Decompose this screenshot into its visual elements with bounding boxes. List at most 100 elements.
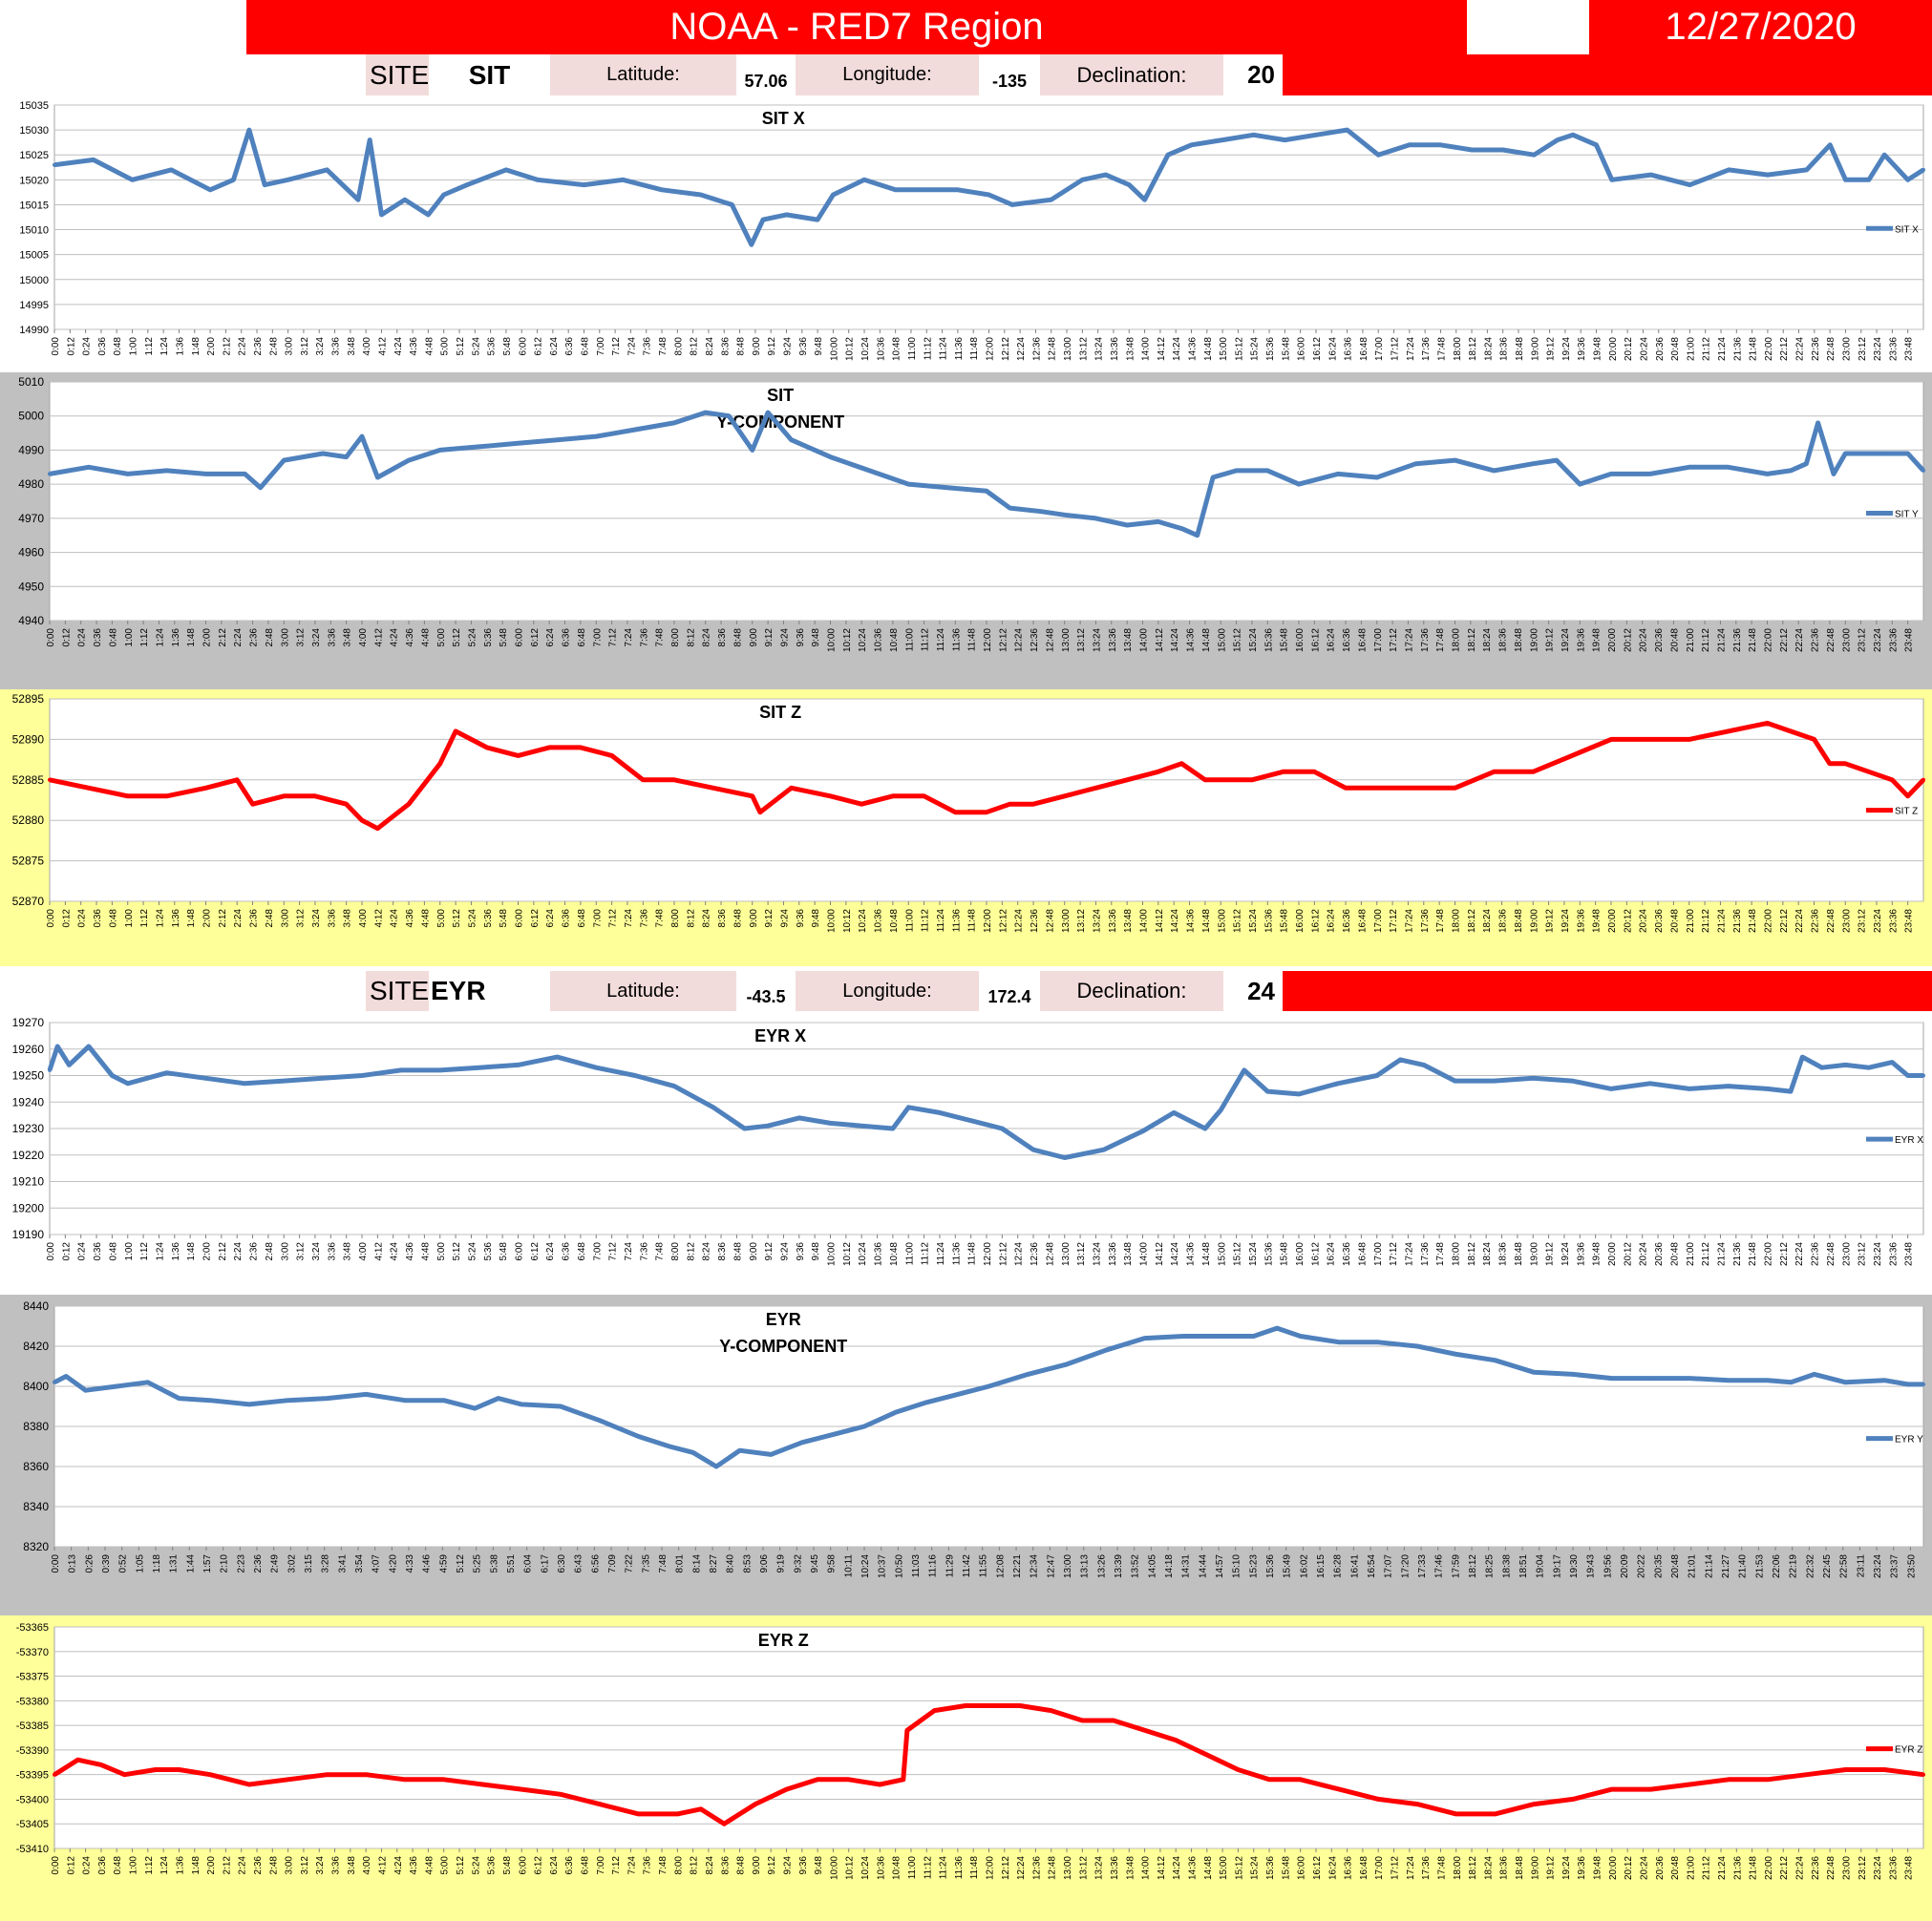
x-tick-label: 18:00 — [1453, 337, 1463, 361]
data-point — [1921, 1382, 1925, 1386]
x-tick-label: 4:48 — [420, 628, 431, 647]
x-tick-label: 14:48 — [1201, 909, 1212, 933]
x-tick-label: 0:00 — [46, 909, 56, 928]
x-tick-label: 0:00 — [46, 628, 56, 647]
x-tick-label: 23:24 — [1873, 1856, 1883, 1880]
data-point — [1337, 1787, 1342, 1792]
x-tick-label: 1:24 — [159, 337, 170, 356]
x-tick-label: 0:48 — [113, 1856, 123, 1875]
x-tick-label: 20:48 — [1669, 1242, 1680, 1266]
data-point — [1335, 472, 1340, 476]
x-tick-label: 0:24 — [77, 909, 88, 928]
x-tick-label: 17:24 — [1406, 337, 1416, 361]
latitude-label: Latitude: — [550, 54, 736, 95]
x-tick-label: 11:29 — [945, 1554, 955, 1578]
x-tick-label: 10:00 — [827, 628, 838, 652]
x-tick-label: 14:12 — [1157, 337, 1167, 361]
x-tick-label: 13:24 — [1092, 909, 1102, 933]
x-tick-label: 2:36 — [253, 1856, 264, 1875]
x-tick-label: 18:38 — [1501, 1554, 1512, 1578]
data-point — [1890, 1060, 1895, 1065]
x-tick-label: 2:00 — [206, 337, 217, 356]
data-point — [208, 187, 213, 192]
x-tick-label: 11:00 — [907, 1856, 918, 1880]
data-point — [426, 212, 431, 217]
x-tick-label: 21:48 — [1749, 1856, 1759, 1880]
x-tick-label: 18:25 — [1485, 1554, 1496, 1578]
x-tick-label: 8:36 — [717, 909, 728, 928]
x-tick-label: 18:48 — [1515, 337, 1525, 361]
data-point — [985, 489, 988, 494]
x-tick-label: 20:00 — [1607, 909, 1618, 933]
data-point — [816, 1777, 820, 1782]
data-point — [53, 162, 56, 167]
x-tick-label: 20:24 — [1639, 1856, 1649, 1880]
data-point — [831, 193, 836, 197]
data-point — [846, 1777, 851, 1782]
x-tick-label: 1:12 — [144, 337, 155, 356]
data-point — [924, 187, 929, 192]
x-tick-label: 11:00 — [904, 909, 915, 933]
data-point — [1374, 1073, 1379, 1078]
x-tick-label: 1:31 — [169, 1554, 180, 1573]
x-tick-label: 20:24 — [1639, 337, 1649, 361]
x-tick-label: 15:23 — [1248, 1554, 1259, 1578]
y-tick-label: 52870 — [12, 895, 45, 908]
x-tick-label: 13:24 — [1094, 337, 1105, 361]
x-tick-label: 8:24 — [702, 1242, 712, 1261]
data-point — [660, 187, 664, 192]
x-tick-label: 13:00 — [1061, 909, 1072, 933]
y-tick-label: -53365 — [16, 1622, 49, 1634]
data-point — [968, 1118, 973, 1123]
x-tick-label: 17:20 — [1400, 1554, 1411, 1578]
data-point — [1093, 786, 1098, 791]
x-tick-label: 21:12 — [1701, 909, 1711, 933]
x-tick-label: 21:24 — [1716, 909, 1727, 933]
y-tick-label: 4950 — [18, 580, 44, 593]
x-tick-label: 0:36 — [97, 337, 108, 356]
x-tick-label: 15:24 — [1248, 909, 1259, 933]
x-tick-label: 22:36 — [1811, 1856, 1821, 1880]
x-tick-label: 9:12 — [764, 628, 775, 647]
x-tick-label: 8:48 — [732, 909, 743, 928]
x-tick-label: 4:33 — [405, 1554, 415, 1573]
x-tick-label: 1:00 — [124, 909, 135, 928]
x-tick-label: 21:27 — [1721, 1554, 1731, 1578]
y-tick-label: -53400 — [16, 1794, 49, 1805]
data-point — [1438, 142, 1443, 147]
data-point — [246, 128, 251, 133]
x-tick-label: 8:40 — [726, 1554, 736, 1573]
x-tick-label: 21:12 — [1702, 337, 1712, 361]
data-point — [987, 1703, 991, 1708]
x-tick-label: 5:00 — [436, 628, 447, 647]
x-tick-label: 15:36 — [1263, 909, 1274, 933]
data-point — [465, 182, 470, 187]
data-point — [828, 1121, 833, 1126]
x-tick-label: 3:36 — [327, 628, 337, 647]
x-tick-label: 10:48 — [892, 337, 902, 361]
x-tick-label: 17:48 — [1436, 337, 1447, 361]
y-tick-label: 8340 — [23, 1500, 49, 1513]
x-tick-label: 2:12 — [218, 1242, 228, 1261]
y-tick-label: 4980 — [18, 477, 44, 491]
x-tick-label: 9:12 — [767, 1856, 777, 1875]
x-tick-label: 18:51 — [1518, 1554, 1529, 1578]
y-tick-label: 4940 — [18, 614, 44, 627]
x-tick-label: 17:36 — [1421, 1856, 1432, 1880]
data-point — [922, 793, 926, 798]
x-tick-label: 16:48 — [1357, 628, 1368, 652]
x-tick-label: 23:36 — [1888, 909, 1899, 933]
x-tick-label: 5:25 — [473, 1554, 483, 1573]
x-tick-label: 10:24 — [860, 1554, 871, 1578]
data-point — [1882, 452, 1887, 455]
data-point — [1765, 1777, 1770, 1782]
x-tick-label: 19:24 — [1560, 628, 1571, 652]
data-point — [766, 1124, 771, 1129]
x-tick-label: 14:00 — [1139, 909, 1150, 933]
x-tick-label: 1:00 — [124, 628, 135, 647]
x-tick-label: 20:12 — [1624, 1856, 1634, 1880]
data-point — [1251, 133, 1256, 137]
data-point — [86, 786, 91, 791]
x-tick-label: 13:48 — [1125, 337, 1136, 361]
x-tick-label: 11:48 — [967, 909, 978, 933]
